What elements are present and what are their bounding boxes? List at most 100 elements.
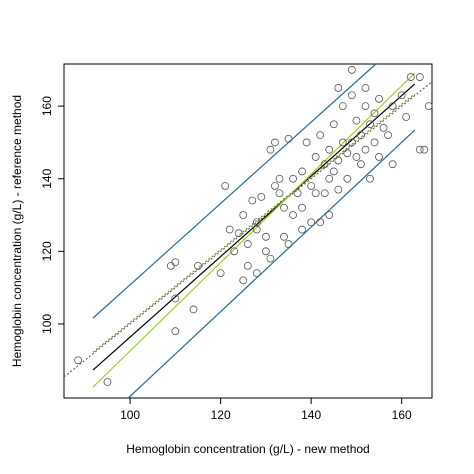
y-axis-label: Hemoglobin concentration (g/L) - referen… — [10, 95, 24, 367]
point — [266, 254, 275, 263]
point — [103, 378, 112, 386]
point — [171, 294, 180, 303]
point — [329, 120, 338, 129]
point — [261, 247, 270, 256]
point — [375, 153, 383, 161]
y-tick-label: 120 — [40, 241, 54, 261]
point — [352, 116, 361, 125]
point — [284, 134, 293, 143]
point — [406, 73, 415, 81]
x-tick-label: 120 — [211, 408, 231, 422]
point — [298, 167, 306, 176]
point — [352, 153, 361, 161]
y-tick-label: 140 — [40, 168, 54, 188]
point — [325, 174, 334, 183]
point — [307, 218, 316, 227]
plot-frame — [63, 63, 433, 399]
point — [171, 258, 180, 267]
point — [289, 211, 297, 219]
point — [307, 182, 316, 190]
point — [216, 269, 225, 278]
point — [361, 84, 370, 92]
point — [225, 225, 234, 234]
point — [402, 113, 411, 121]
point — [415, 73, 424, 81]
point — [361, 102, 370, 111]
point — [338, 138, 347, 147]
point — [298, 225, 306, 234]
x-tick-label: 140 — [301, 408, 321, 422]
point — [280, 232, 288, 241]
y-tick-label: 100 — [40, 314, 54, 334]
point — [325, 145, 334, 154]
fit-line — [92, 63, 377, 319]
point — [388, 160, 397, 169]
point — [320, 189, 329, 198]
point — [347, 91, 356, 100]
x-tick-label: 100 — [120, 408, 140, 422]
point — [343, 174, 352, 183]
point — [338, 102, 347, 111]
point — [266, 145, 275, 154]
point — [275, 174, 284, 183]
point — [347, 65, 356, 74]
point — [343, 149, 352, 158]
point — [334, 156, 343, 165]
point — [271, 182, 279, 190]
fit-line — [92, 93, 416, 353]
point — [194, 261, 202, 270]
point — [166, 261, 175, 270]
y-tick-label: 160 — [40, 96, 54, 116]
point — [320, 160, 329, 169]
point — [302, 138, 311, 147]
point — [388, 102, 397, 111]
point — [424, 102, 433, 111]
point — [74, 356, 82, 365]
fit-line — [127, 129, 416, 399]
point — [329, 167, 338, 176]
point — [243, 240, 252, 248]
point — [420, 145, 429, 154]
point — [370, 109, 379, 118]
point — [370, 138, 379, 147]
point — [357, 131, 365, 140]
point — [375, 94, 383, 103]
point — [397, 91, 406, 100]
point — [284, 240, 293, 248]
point — [221, 182, 230, 190]
point — [334, 185, 343, 194]
point — [311, 153, 320, 161]
point — [415, 145, 424, 154]
point — [239, 211, 248, 219]
point — [325, 211, 334, 219]
point — [334, 84, 343, 92]
point — [189, 305, 198, 314]
x-tick-label: 160 — [392, 408, 412, 422]
point — [271, 138, 279, 147]
point — [293, 189, 302, 198]
point — [252, 269, 261, 278]
point — [384, 131, 392, 140]
point — [361, 145, 370, 154]
fit-line — [92, 72, 416, 388]
point — [311, 189, 320, 198]
point — [298, 203, 306, 212]
point — [289, 174, 297, 183]
point — [280, 203, 288, 212]
point — [171, 327, 180, 336]
x-axis-label: Hemoglobin concentration (g/L) - new met… — [126, 442, 369, 456]
point — [366, 174, 374, 183]
point — [316, 131, 325, 140]
point — [275, 189, 284, 198]
point — [379, 123, 388, 132]
point — [239, 276, 248, 285]
point — [252, 225, 261, 234]
point — [316, 218, 325, 227]
point — [366, 120, 374, 129]
point — [357, 160, 365, 169]
point — [347, 138, 356, 147]
point — [248, 196, 257, 205]
point — [234, 229, 243, 238]
point — [257, 192, 266, 201]
